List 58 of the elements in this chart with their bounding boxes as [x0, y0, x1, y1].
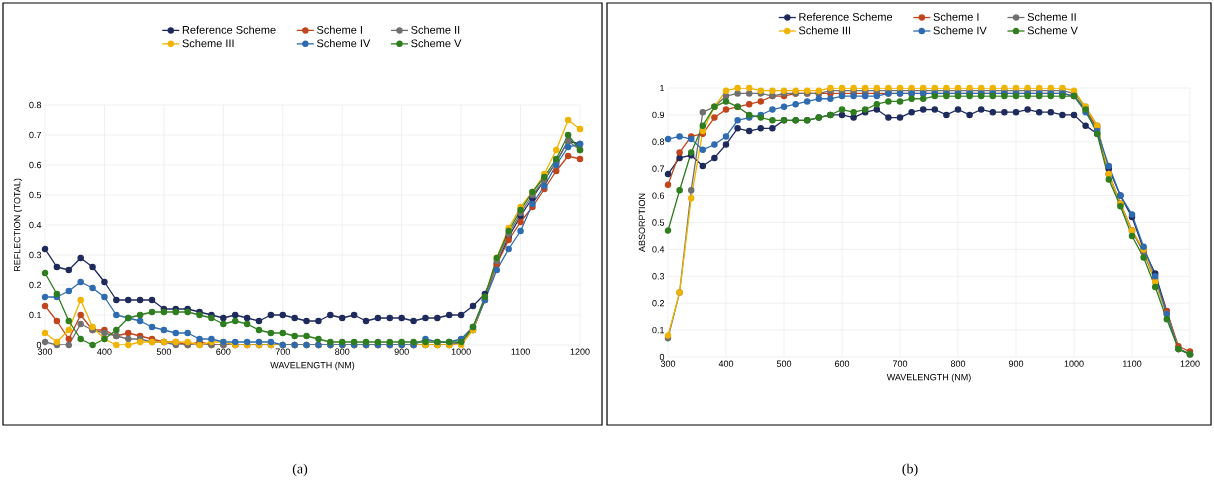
x-axis-title: WAVELENGTH (NM)	[270, 361, 355, 371]
x-tick-label: 600	[216, 348, 231, 355]
legend-label: Scheme II	[411, 25, 460, 34]
y-tick-label: 0.4	[652, 246, 665, 253]
y-axis-title: REFLECTION (TOTAL)	[13, 178, 23, 272]
y-tick-label: 1	[660, 84, 665, 92]
y-tick-label: 0.5	[652, 219, 665, 226]
x-tick-label: 500	[156, 348, 172, 355]
y-tick-label: 0.6	[29, 161, 42, 169]
y-tick-label: 0.2	[652, 300, 665, 307]
x-tick-label: 900	[394, 348, 409, 355]
y-tick-label: 0.4	[29, 221, 42, 229]
x-tick-label: 700	[275, 348, 290, 355]
x-axis-title: WAVELENGTH (NM)	[886, 373, 971, 383]
x-tick-label: 700	[892, 360, 908, 367]
y-tick-label: 0.7	[652, 165, 665, 172]
y-tick-label: 0.2	[29, 281, 42, 289]
legend-label: Scheme I	[316, 25, 362, 34]
y-tick-label: 0.6	[652, 192, 665, 199]
y-tick-label: 0.1	[652, 326, 665, 334]
legend-label: Reference Scheme	[182, 25, 276, 34]
x-tick-label: 500	[776, 360, 792, 367]
x-tick-label: 400	[97, 348, 112, 355]
legend-label: Scheme II	[1027, 12, 1076, 21]
x-tick-label: 300	[660, 360, 676, 367]
legend-label: Scheme V	[1027, 26, 1078, 35]
legend-label: Scheme IV	[316, 39, 371, 48]
x-tick-label: 1200	[570, 348, 590, 355]
y-tick-label: 0.3	[29, 251, 42, 259]
y-tick-label: 0.7	[29, 131, 42, 139]
x-tick-label: 600	[834, 360, 850, 367]
legend-label: Scheme III	[798, 26, 851, 35]
text: (a)	[292, 463, 308, 477]
x-tick-label: 400	[718, 360, 734, 367]
legend-label: Scheme IV	[933, 26, 987, 35]
x-tick-label: 300	[37, 348, 53, 355]
text: (b)	[902, 463, 918, 477]
x-tick-label: 1100	[511, 348, 530, 355]
x-tick-label: 1000	[1064, 360, 1084, 367]
x-tick-label: 800	[950, 360, 966, 367]
y-tick-label: 0.8	[29, 101, 42, 109]
legend-label: Scheme I	[933, 12, 979, 21]
y-tick-label: 0.1	[29, 311, 42, 319]
legend-label: Scheme III	[182, 39, 234, 48]
x-tick-label: 800	[335, 348, 350, 355]
y-axis-title: ABSORPTION	[638, 193, 646, 252]
x-tick-label: 900	[1008, 360, 1024, 367]
y-tick-label: 0.8	[652, 138, 665, 145]
x-tick-label: 1100	[1123, 360, 1142, 367]
y-tick-label: 0	[36, 341, 42, 349]
legend-label: Reference Scheme	[799, 12, 893, 21]
y-tick-label: 0.5	[29, 191, 42, 199]
y-tick-label: 0	[659, 353, 665, 361]
y-tick-label: 0.3	[652, 273, 665, 280]
x-tick-label: 1000	[451, 348, 471, 355]
x-tick-label: 1200	[1180, 360, 1200, 367]
y-tick-label: 0.9	[652, 111, 665, 119]
legend-label: Scheme V	[411, 39, 462, 48]
